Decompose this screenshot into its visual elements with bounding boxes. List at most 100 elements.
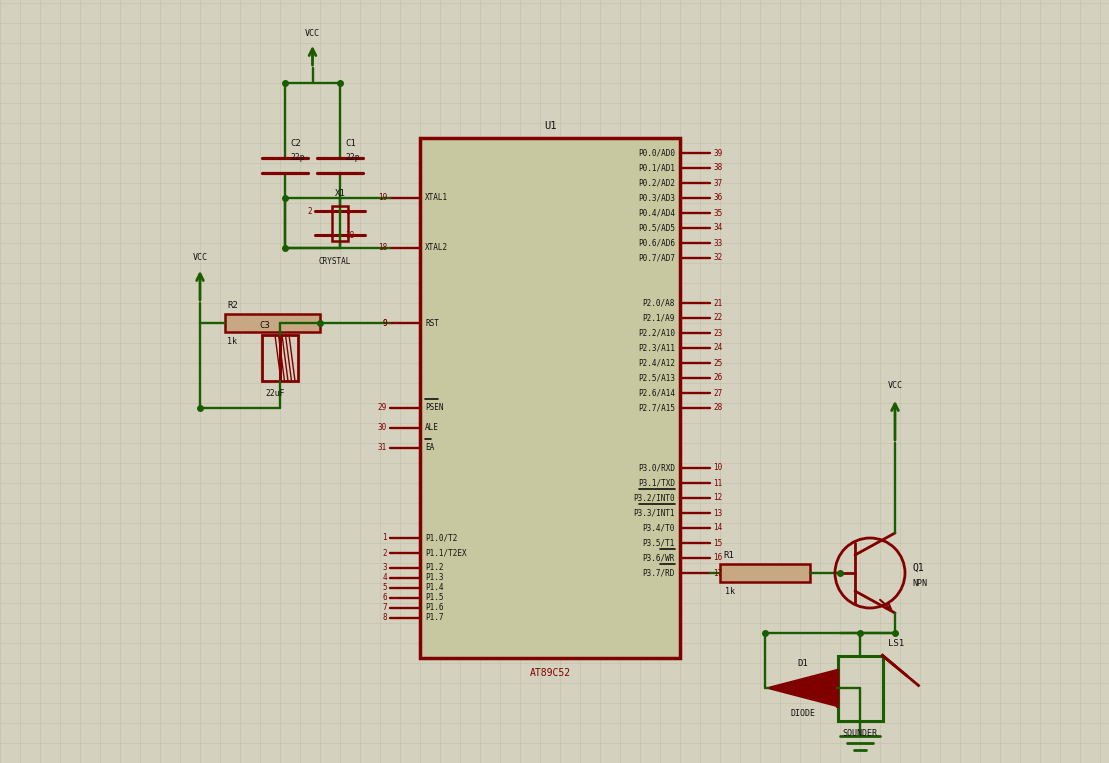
- Text: P1.0/T2: P1.0/T2: [425, 533, 457, 542]
- Bar: [225, 314, 321, 332]
- Text: X1: X1: [335, 188, 345, 198]
- Text: P3.3/INT1: P3.3/INT1: [633, 508, 675, 517]
- Text: 30: 30: [378, 423, 387, 433]
- Text: 34: 34: [713, 224, 722, 233]
- Text: 10: 10: [713, 463, 722, 472]
- Text: 32: 32: [713, 253, 722, 262]
- Text: P3.2/INT0: P3.2/INT0: [633, 494, 675, 503]
- Text: VCC: VCC: [193, 253, 207, 262]
- Text: Q1: Q1: [912, 563, 924, 573]
- Bar: [720, 564, 810, 582]
- Text: P2.4/A12: P2.4/A12: [638, 359, 675, 368]
- Text: 14: 14: [713, 523, 722, 533]
- Text: 2: 2: [307, 207, 312, 215]
- Text: DIODE: DIODE: [790, 709, 815, 717]
- Text: XTAL1: XTAL1: [425, 194, 448, 202]
- Text: P2.7/A15: P2.7/A15: [638, 404, 675, 413]
- Text: 29: 29: [378, 404, 387, 413]
- Text: 18: 18: [378, 243, 387, 253]
- Text: 4: 4: [383, 574, 387, 582]
- Bar: [262, 335, 279, 381]
- Text: P0.2/AD2: P0.2/AD2: [638, 179, 675, 188]
- Text: 36: 36: [713, 194, 722, 202]
- Text: 39: 39: [713, 149, 722, 157]
- Text: PSEN: PSEN: [425, 404, 444, 413]
- Text: P2.0/A8: P2.0/A8: [642, 298, 675, 307]
- Text: 33: 33: [713, 239, 722, 247]
- Text: P2.2/A10: P2.2/A10: [638, 329, 675, 337]
- Text: 22uF: 22uF: [265, 388, 285, 398]
- Text: 22: 22: [713, 314, 722, 323]
- Text: VCC: VCC: [305, 28, 321, 37]
- Text: 24: 24: [713, 343, 722, 353]
- Text: P3.4/T0: P3.4/T0: [642, 523, 675, 533]
- Text: ALE: ALE: [425, 423, 439, 433]
- Text: R2: R2: [227, 301, 237, 310]
- Text: 5: 5: [383, 584, 387, 593]
- Text: P2.5/A13: P2.5/A13: [638, 374, 675, 382]
- Text: P3.5/T1: P3.5/T1: [642, 539, 675, 548]
- Text: VCC: VCC: [887, 381, 903, 389]
- Bar: [420, 138, 680, 658]
- Text: 15: 15: [713, 539, 722, 548]
- Polygon shape: [769, 670, 837, 706]
- Text: 27: 27: [713, 388, 722, 398]
- Text: 11: 11: [713, 478, 722, 488]
- Text: R1: R1: [723, 550, 734, 559]
- Text: P1.4: P1.4: [425, 584, 444, 593]
- Text: P0.7/AD7: P0.7/AD7: [638, 253, 675, 262]
- Text: 25: 25: [713, 359, 722, 368]
- Text: C1: C1: [345, 139, 356, 148]
- Text: P1.1/T2EX: P1.1/T2EX: [425, 549, 467, 558]
- Text: 35: 35: [713, 208, 722, 217]
- Text: P2.1/A9: P2.1/A9: [642, 314, 675, 323]
- Text: P0.5/AD5: P0.5/AD5: [638, 224, 675, 233]
- Text: 16: 16: [713, 553, 722, 562]
- Text: AT89C52: AT89C52: [529, 668, 570, 678]
- Text: 23: 23: [713, 329, 722, 337]
- Text: 3: 3: [383, 564, 387, 572]
- Text: P0.0/AD0: P0.0/AD0: [638, 149, 675, 157]
- Text: P2.3/A11: P2.3/A11: [638, 343, 675, 353]
- Text: 22p: 22p: [289, 153, 305, 162]
- Text: C3: C3: [260, 321, 271, 330]
- Text: D1: D1: [797, 658, 807, 668]
- Text: P0.4/AD4: P0.4/AD4: [638, 208, 675, 217]
- Text: 1k: 1k: [725, 587, 735, 595]
- Text: 2: 2: [383, 549, 387, 558]
- Text: 9: 9: [383, 318, 387, 327]
- Text: 13: 13: [713, 508, 722, 517]
- Text: LS1: LS1: [887, 639, 904, 648]
- Text: EA: EA: [425, 443, 435, 452]
- Text: 8: 8: [383, 613, 387, 623]
- Text: SOUNDER: SOUNDER: [843, 729, 877, 738]
- Bar: [332, 205, 348, 240]
- Text: P3.7/RD: P3.7/RD: [642, 568, 675, 578]
- Text: 18: 18: [345, 230, 354, 240]
- Text: 21: 21: [713, 298, 722, 307]
- Bar: [279, 335, 298, 381]
- Text: P0.1/AD1: P0.1/AD1: [638, 163, 675, 172]
- Text: 31: 31: [378, 443, 387, 452]
- Text: RST: RST: [425, 318, 439, 327]
- Text: C2: C2: [289, 139, 301, 148]
- Text: P1.6: P1.6: [425, 604, 444, 613]
- Text: P3.0/RXD: P3.0/RXD: [638, 463, 675, 472]
- Text: P1.7: P1.7: [425, 613, 444, 623]
- Text: P2.6/A14: P2.6/A14: [638, 388, 675, 398]
- Text: 38: 38: [713, 163, 722, 172]
- Text: 7: 7: [383, 604, 387, 613]
- Text: P0.6/AD6: P0.6/AD6: [638, 239, 675, 247]
- Text: 1: 1: [345, 207, 349, 215]
- Text: 9: 9: [383, 318, 387, 327]
- Text: P1.2: P1.2: [425, 564, 444, 572]
- Text: XTAL2: XTAL2: [425, 243, 448, 253]
- Text: P1.3: P1.3: [425, 574, 444, 582]
- Text: 37: 37: [713, 179, 722, 188]
- Text: 6: 6: [383, 594, 387, 603]
- Text: 12: 12: [713, 494, 722, 503]
- Text: P1.5: P1.5: [425, 594, 444, 603]
- Text: 22p: 22p: [345, 153, 359, 162]
- Text: P3.6/WR: P3.6/WR: [642, 553, 675, 562]
- Text: 28: 28: [713, 404, 722, 413]
